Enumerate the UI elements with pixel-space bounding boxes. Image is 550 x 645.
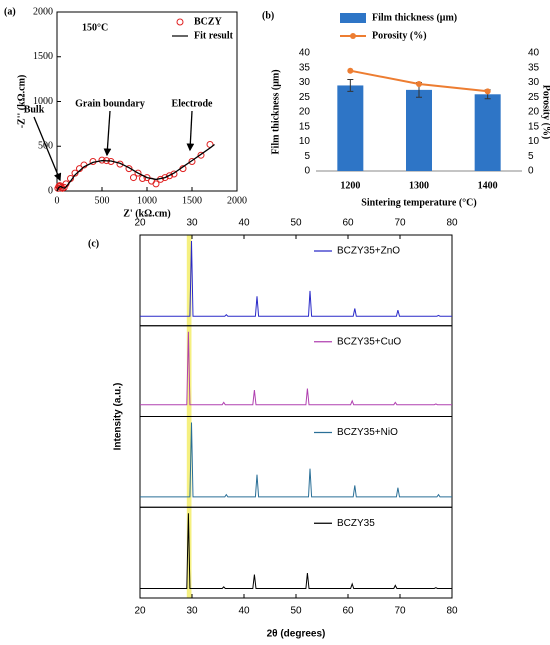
legend-marker — [176, 18, 184, 26]
x-tick-label-top: 60 — [342, 218, 354, 229]
x-tick-label-top: 30 — [186, 218, 198, 229]
data-point — [166, 172, 173, 180]
legend-label: BCZY35+CuO — [337, 336, 401, 347]
porosity-point — [416, 80, 422, 87]
x-tick-label: 500 — [95, 195, 110, 206]
data-point — [71, 169, 79, 177]
x-tick-label: 0 — [55, 195, 60, 206]
y2-tick-label: 30 — [528, 77, 540, 88]
annotation: Bulk — [24, 104, 45, 115]
data-point — [130, 174, 137, 182]
panel-label: (c) — [88, 238, 99, 249]
y2-axis-label: Porosity (%) — [541, 85, 550, 140]
annotation-arrow — [103, 110, 112, 157]
x-tick-label: 60 — [342, 606, 354, 617]
porosity-point — [347, 67, 354, 74]
porosity-point — [484, 88, 491, 95]
x-tick-label-top: 20 — [134, 218, 146, 229]
panel-label: (a) — [4, 6, 16, 17]
y2-tick-label: 10 — [528, 136, 540, 147]
x-tick-label-top: 50 — [290, 218, 302, 229]
x-tick-label: 1300 — [409, 180, 429, 191]
y-axis-label: Film thickness (μm) — [270, 69, 281, 154]
annotation: Grain boundary — [75, 98, 145, 109]
annotation-arrow — [33, 116, 62, 182]
x-axis-label: Z' (kΩ.cm) — [123, 208, 170, 219]
x-tick-label: 40 — [238, 606, 250, 617]
x-tick-label: 1400 — [478, 180, 498, 191]
legend-label: BCZY — [194, 16, 223, 27]
x-tick-label: 30 — [186, 606, 198, 617]
x-tick-label: 70 — [394, 606, 406, 617]
error-bar — [347, 79, 354, 92]
y2-tick-label: 20 — [528, 107, 540, 118]
fit-line — [56, 143, 215, 192]
data-point — [197, 151, 205, 159]
y2-tick-label: 35 — [528, 62, 540, 73]
data-point — [125, 165, 133, 173]
x-tick-label: 2000 — [227, 195, 247, 206]
x-tick-label: 50 — [290, 606, 302, 617]
x-tick-label: 20 — [134, 606, 146, 617]
data-point — [152, 180, 160, 188]
xrd-pattern — [140, 422, 452, 498]
legend-swatch — [340, 13, 366, 23]
x-tick-label-top: 80 — [446, 218, 458, 229]
y-axis-label: -Z'' (kΩ.cm) — [16, 75, 27, 129]
x-tick-label: 80 — [446, 606, 458, 617]
legend-label: BCZY35 — [337, 518, 375, 529]
annotation-arrow — [186, 110, 195, 152]
y-tick-label: 15 — [299, 121, 311, 132]
legend-label: BCZY35+NiO — [337, 427, 398, 438]
x-tick-label-top: 70 — [394, 218, 406, 229]
data-point — [134, 169, 142, 177]
xrd-pattern — [140, 513, 452, 589]
x-tick-label: 1000 — [137, 195, 157, 206]
data-point — [188, 157, 196, 165]
panel-label: (b) — [262, 10, 274, 21]
x-axis-label: Sintering temperature (°C) — [361, 197, 476, 208]
xrd-pattern — [140, 331, 452, 406]
legend-label: BCZY35+ZnO — [337, 246, 400, 257]
y2-tick-label: 40 — [528, 48, 540, 59]
x-tick-label: 1200 — [340, 180, 360, 191]
y-tick-label: 30 — [299, 77, 311, 88]
y2-tick-label: 15 — [528, 121, 540, 132]
y2-tick-label: 0 — [528, 166, 534, 177]
x-axis-label: 2θ (degrees) — [267, 629, 326, 640]
legend-label: Porosity (%) — [372, 30, 427, 41]
y-tick-label: 2000 — [33, 6, 53, 17]
legend-marker — [350, 33, 356, 39]
annotation: 150°C — [82, 22, 108, 33]
y-tick-label: 1500 — [33, 51, 53, 62]
y-tick-label: 35 — [299, 62, 311, 73]
y-tick-label: 5 — [304, 151, 310, 162]
x-tick-label-top: 40 — [238, 218, 250, 229]
y2-tick-label: 25 — [528, 92, 540, 103]
y2-tick-label: 5 — [528, 151, 534, 162]
y-tick-label: 10 — [299, 136, 311, 147]
y-tick-label: 25 — [299, 92, 311, 103]
y-tick-label: 40 — [299, 48, 311, 59]
annotation: Electrode — [172, 98, 213, 109]
legend-label: Film thickness (μm) — [372, 12, 457, 23]
bar — [337, 85, 364, 171]
y-tick-label: 0 — [48, 185, 53, 196]
bar — [474, 94, 501, 171]
x-tick-label: 1500 — [182, 195, 202, 206]
y-tick-label: 20 — [299, 107, 311, 118]
y-tick-label: 0 — [304, 166, 310, 177]
xrd-pattern — [140, 240, 452, 317]
bar — [406, 89, 432, 171]
y-tick-label: 1000 — [33, 96, 53, 107]
legend-label: Fit result — [194, 30, 234, 41]
y-axis-label: Intensity (a.u.) — [113, 383, 124, 451]
